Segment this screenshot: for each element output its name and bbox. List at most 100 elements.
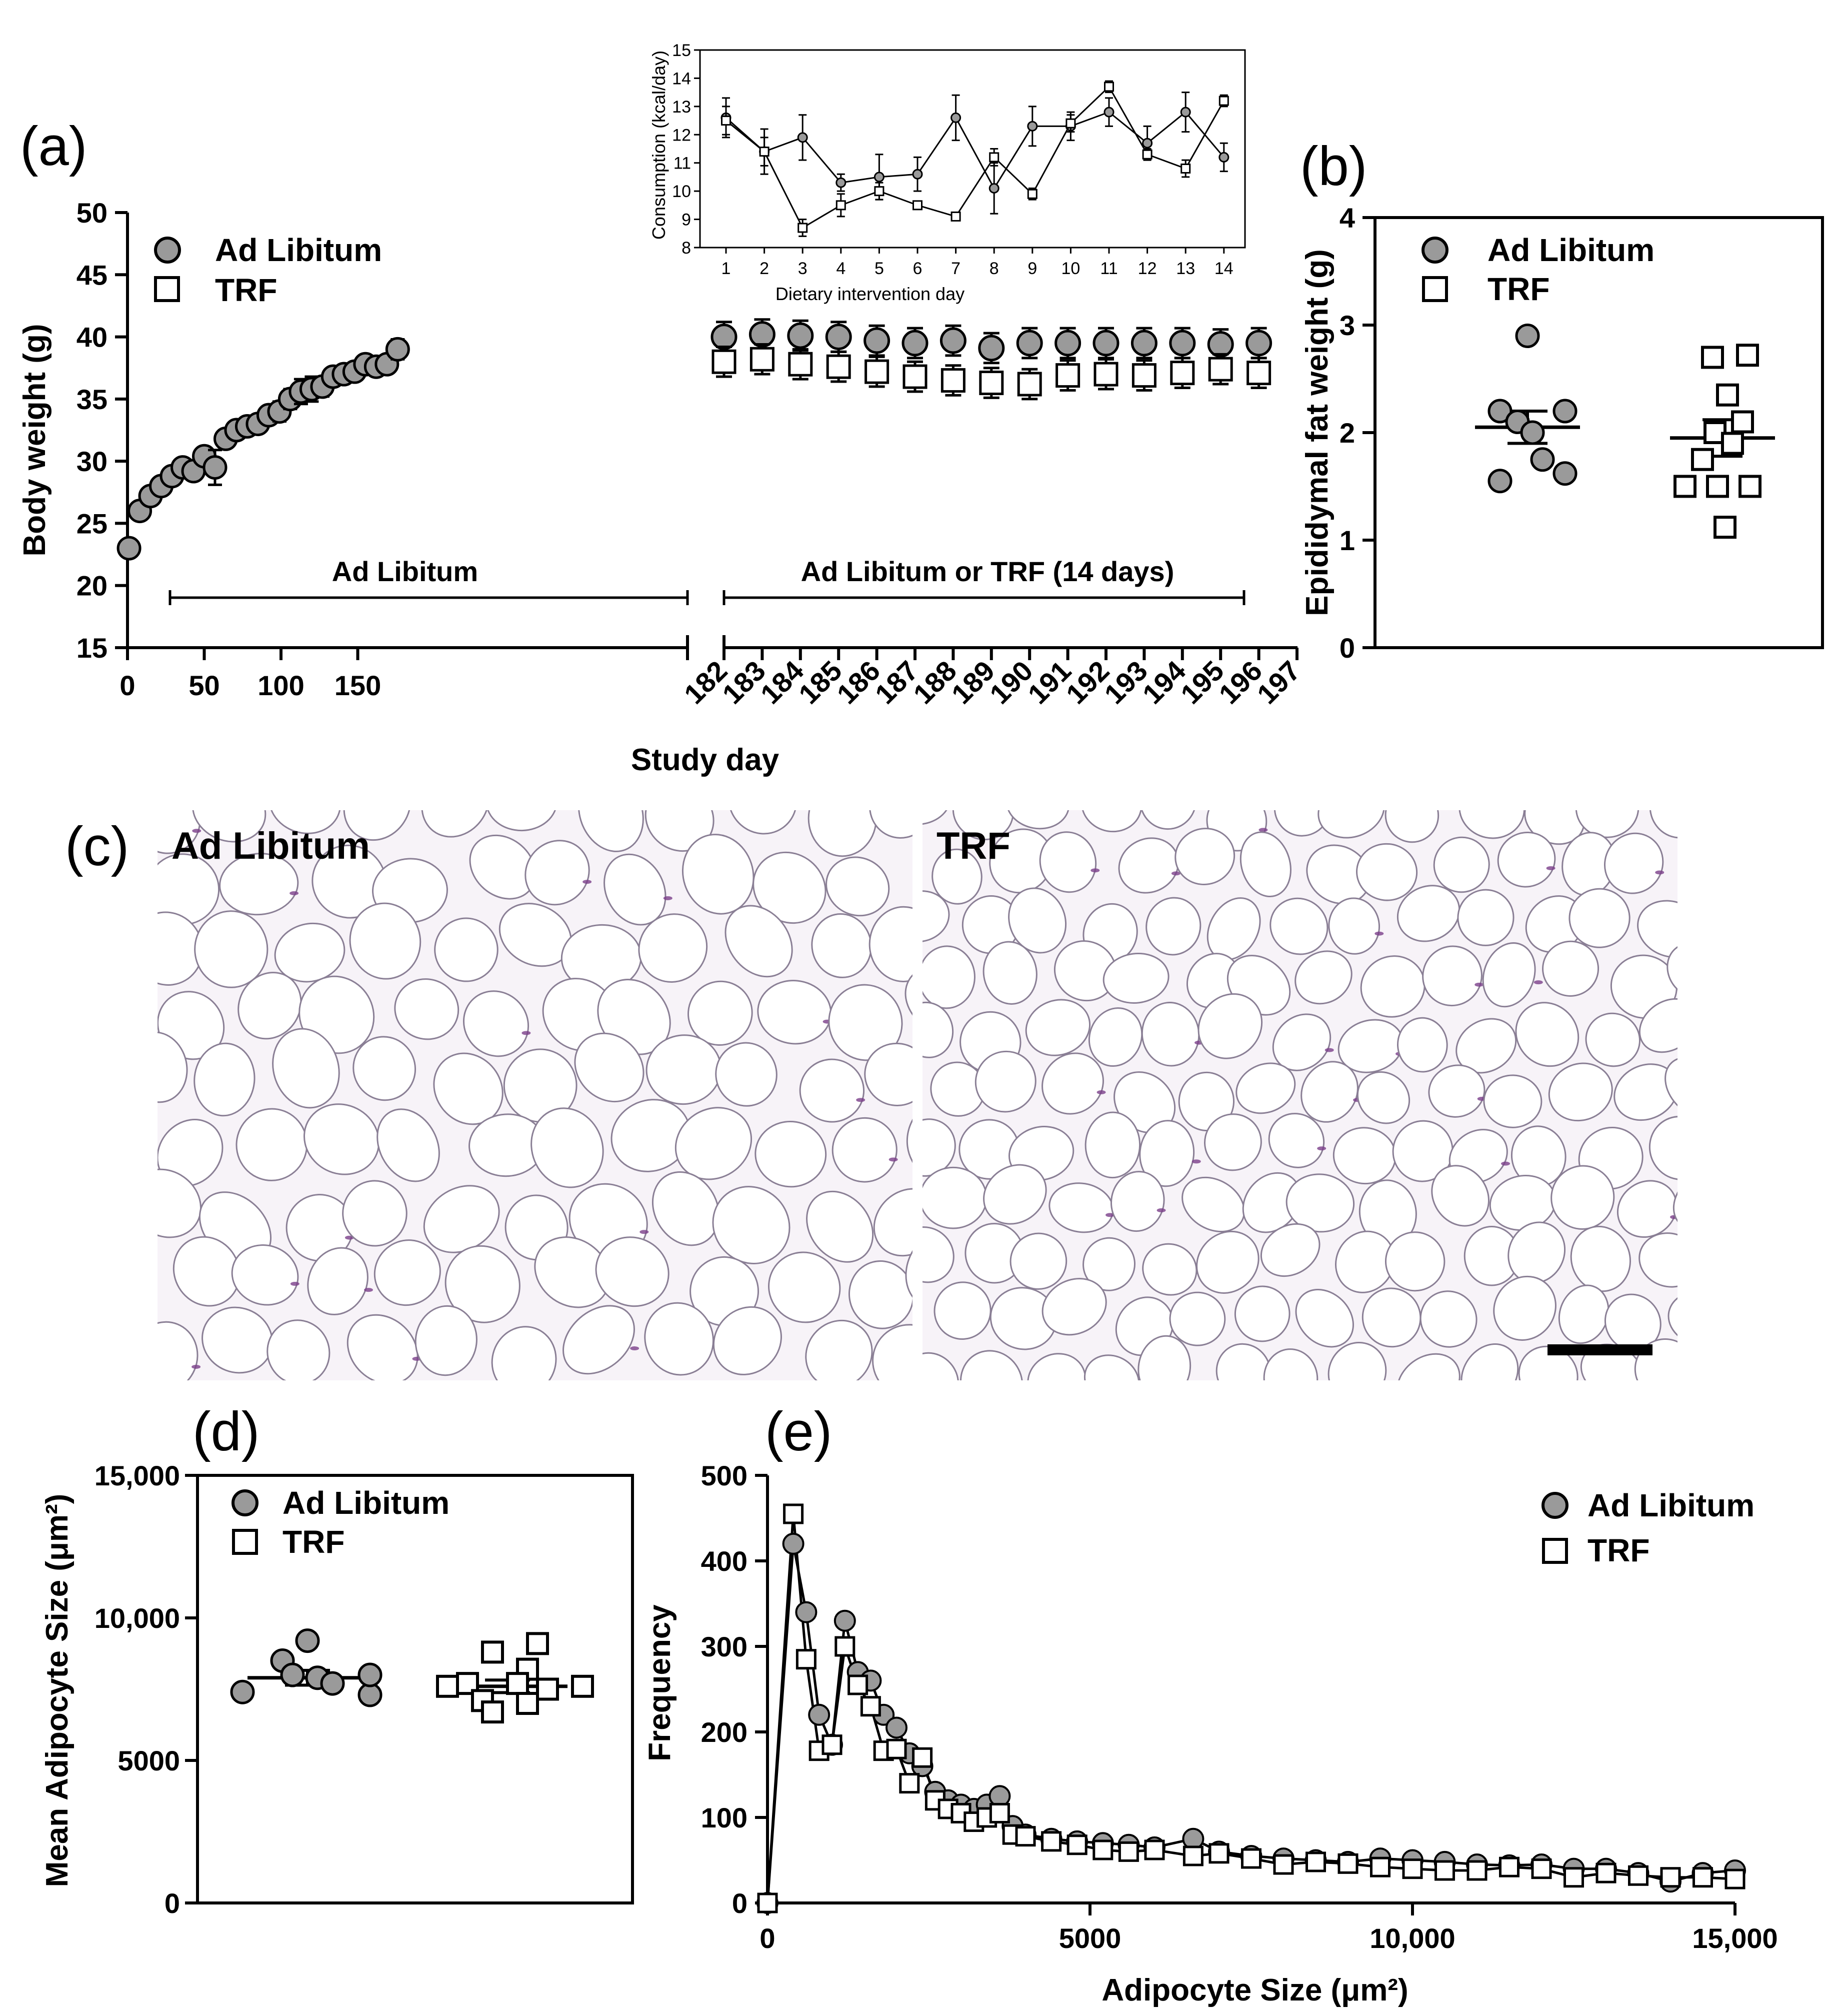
- adipocyte-cell: [1638, 1232, 1678, 1288]
- cell-nucleus: [1192, 1159, 1201, 1164]
- adipocyte-cell: [1174, 828, 1236, 885]
- a-y-tick-label: 30: [76, 446, 108, 477]
- inset-trf-point: [1066, 118, 1076, 129]
- adipocyte-cell: [194, 1042, 256, 1117]
- inset-y-tick-label: 15: [672, 41, 691, 60]
- adipocyte-cell: [1420, 1290, 1478, 1348]
- d-y-axis-label: Mean Adipocyte Size (μm²): [40, 1494, 74, 1887]
- adipose-tissue-image-left: [158, 810, 912, 1380]
- d-trf-point: [436, 1674, 459, 1698]
- e-trf-line: [766, 1513, 1736, 1903]
- adipocyte-cell: [922, 810, 951, 825]
- a-trf-point: [979, 371, 1004, 396]
- adipocyte-cell: [1204, 1113, 1262, 1171]
- adipocyte-cell: [1668, 1290, 1678, 1346]
- inset-x-tick-label: 9: [1028, 259, 1037, 278]
- a-legend: Ad Libitum TRF: [154, 232, 382, 308]
- b-trf-point: [1731, 410, 1754, 434]
- adipocyte-cell: [266, 1319, 330, 1380]
- a-trf-point: [902, 364, 928, 389]
- inset-trf-point: [759, 147, 770, 157]
- adipocyte-cell: [1568, 888, 1630, 948]
- inset-y-tick-label: 8: [682, 239, 691, 258]
- b-y-tick-label: 2: [1340, 417, 1355, 449]
- micrograph-left-title: Ad Libitum: [172, 825, 370, 867]
- inset-adlib-point: [1218, 152, 1230, 163]
- d-adlib-point: [295, 1628, 320, 1653]
- d-adlib-point: [230, 1679, 255, 1704]
- adipocyte-cell: [922, 1001, 954, 1058]
- adipocyte-cell: [922, 1118, 956, 1177]
- inset-adlib-point: [1180, 107, 1191, 118]
- a-trf-point: [1132, 363, 1156, 388]
- adipocyte-cell: [754, 1120, 827, 1188]
- panel-b-label: (b): [1300, 136, 1367, 197]
- adipocyte-cell: [434, 917, 498, 982]
- b-legend: Ad Libitum TRF: [1422, 232, 1654, 307]
- adipocyte-cell: [1039, 831, 1097, 893]
- inset-y-tick-label: 14: [672, 69, 691, 88]
- adipocyte-cell: [1236, 1062, 1296, 1114]
- e-y-tick-label: 0: [732, 1887, 748, 1919]
- inset-trf-point: [874, 186, 884, 197]
- cell-nucleus: [1655, 870, 1664, 875]
- b-trf-point: [1701, 346, 1724, 369]
- b-adlib-point: [1520, 420, 1545, 445]
- adipocyte-cell: [799, 1058, 865, 1123]
- e-trf-point: [1434, 1860, 1455, 1881]
- e-x-tick-label: 0: [760, 1922, 775, 1954]
- a-adlib-point: [1016, 330, 1043, 357]
- b-trf-point: [1721, 432, 1744, 455]
- adipocyte-cell: [1318, 810, 1385, 839]
- adipocyte-cell: [414, 1305, 478, 1376]
- a-adlib-point: [787, 322, 814, 349]
- a-adlib-point: [940, 327, 966, 354]
- micrograph-ad-libitum: Ad Libitum: [158, 810, 912, 1380]
- e-trf-point: [860, 1696, 881, 1717]
- a-y-axis-label: Body weight (g): [18, 324, 52, 557]
- e-trf-point: [1499, 1856, 1520, 1877]
- adipocyte-cell: [868, 906, 912, 982]
- adipocyte-cell: [930, 1061, 986, 1117]
- e-trf-point: [822, 1734, 842, 1755]
- e-y-axis-label: Frequency: [642, 1604, 677, 1761]
- a-y-tick-label: 45: [76, 259, 108, 291]
- adipocyte-cell: [303, 1103, 380, 1175]
- adipocyte-cell: [805, 1319, 873, 1380]
- adipocyte-cell: [728, 810, 798, 835]
- adipocyte-cell: [1272, 1013, 1332, 1071]
- adipocyte-cell: [905, 1232, 912, 1308]
- adipocyte-cell: [1080, 810, 1142, 833]
- adipocyte-cell: [1356, 1071, 1410, 1124]
- e-y-tick-label: 100: [701, 1802, 748, 1833]
- e-trf-point: [834, 1636, 856, 1657]
- adipocyte-cell: [960, 1350, 1024, 1380]
- adipocyte-cell: [1483, 1074, 1542, 1128]
- adipocyte-cell: [1169, 1291, 1226, 1346]
- d-y-tick-label: 5000: [118, 1745, 180, 1776]
- e-trf-point: [1692, 1867, 1713, 1888]
- adipocyte-cell: [1140, 810, 1197, 830]
- adipocyte-cell: [524, 840, 590, 906]
- cell-nucleus: [1317, 1146, 1326, 1151]
- adipocyte-cell: [932, 848, 982, 905]
- inset-trf-point: [912, 200, 922, 211]
- adipocyte-cell: [1139, 1120, 1195, 1187]
- cell-nucleus: [663, 896, 672, 900]
- a-x-tick-label: 197: [1251, 655, 1306, 710]
- a-trf-point: [940, 368, 966, 393]
- cell-nucleus: [290, 891, 299, 896]
- adipocyte-cell: [444, 1245, 520, 1323]
- d-trf-point: [571, 1674, 594, 1698]
- e-trf-point: [757, 1892, 778, 1913]
- b-legend-trf: TRF: [1488, 271, 1550, 307]
- period-label-baseline: Ad Libitum: [332, 556, 478, 587]
- adipocyte-cell: [1482, 942, 1536, 1008]
- a-trf-point: [1208, 357, 1233, 382]
- adipocyte-cell: [1616, 1180, 1678, 1238]
- b-legend-adlib: Ad Libitum: [1488, 232, 1654, 268]
- d-trf-point: [506, 1672, 529, 1695]
- a-x-tick-label: 150: [334, 670, 381, 701]
- a-adlib-point: [710, 324, 738, 351]
- e-trf-point: [912, 1747, 933, 1768]
